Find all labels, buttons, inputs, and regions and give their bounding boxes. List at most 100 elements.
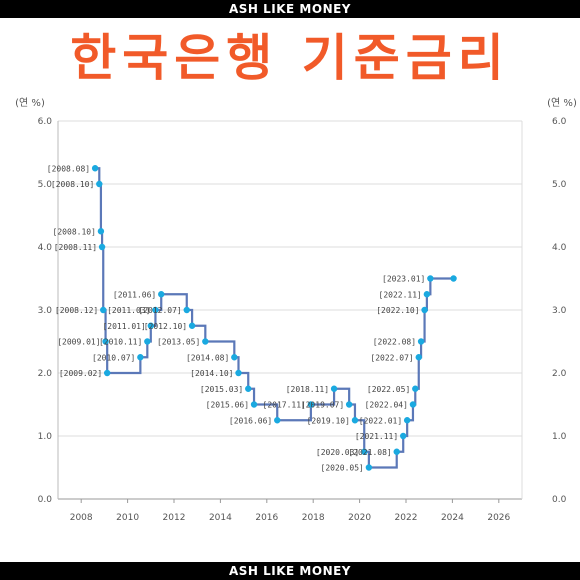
- point-label: [2020.05]: [321, 464, 364, 473]
- data-point: [345, 401, 353, 408]
- y-tick-label-left: 3.0: [38, 306, 53, 316]
- data-point: [103, 369, 111, 377]
- data-point: [400, 432, 407, 440]
- x-tick-label: 2008: [70, 513, 93, 523]
- data-point: [450, 275, 457, 282]
- y-tick-label-left: 2.0: [38, 369, 53, 379]
- point-label: [2009.02]: [59, 369, 102, 378]
- y-tick-label-right: 0.0: [552, 495, 567, 505]
- data-point: [231, 354, 238, 361]
- y-tick-label-right: 1.0: [552, 432, 567, 442]
- data-point: [91, 165, 99, 172]
- point-label: [2022.04]: [365, 401, 408, 410]
- data-point: [423, 291, 431, 298]
- y-tick-label-left: 5.0: [38, 180, 53, 190]
- data-point: [202, 338, 209, 345]
- data-point: [351, 417, 359, 424]
- data-point: [144, 338, 151, 345]
- point-label: [2009.01]: [57, 338, 100, 347]
- x-tick-label: 2022: [395, 513, 418, 523]
- data-point: [417, 338, 425, 345]
- point-label: [2008.11]: [54, 243, 97, 252]
- y-tick-label-right: 5.0: [552, 180, 567, 190]
- point-label: [2014.10]: [190, 369, 233, 378]
- data-point: [96, 180, 103, 188]
- chart-title: 한국은행 기준금리: [70, 29, 510, 87]
- x-tick-label: 2012: [163, 513, 186, 523]
- x-tick-label: 2020: [348, 513, 371, 523]
- point-label: [2016.06]: [229, 416, 272, 425]
- point-label: [2015.03]: [200, 385, 243, 394]
- y-tick-label-right: 4.0: [552, 243, 567, 253]
- point-label: [2021.08]: [348, 448, 391, 457]
- point-label: [2011.03]: [107, 306, 150, 315]
- y-tick-label-right: 3.0: [552, 306, 567, 316]
- data-point: [274, 417, 281, 424]
- point-label: [2008.10]: [51, 180, 94, 189]
- point-label: [2021.11]: [355, 432, 398, 441]
- point-label: [2022.01]: [359, 416, 402, 425]
- y-tick-label-left: 4.0: [38, 243, 53, 253]
- data-point: [393, 448, 400, 455]
- data-point: [98, 243, 106, 251]
- y-axis-unit-right: (연 %): [547, 97, 577, 109]
- point-label: [2010.07]: [92, 353, 135, 362]
- point-label: [2015.06]: [206, 401, 249, 410]
- point-label: [2022.07]: [370, 353, 413, 362]
- rate-step-line: [95, 167, 454, 469]
- data-point: [365, 464, 373, 471]
- bottom-brand-bar: ASH LIKE MONEY: [0, 562, 580, 580]
- x-tick-label: 2016: [255, 513, 278, 523]
- data-point: [403, 417, 411, 424]
- point-label: [2014.08]: [186, 353, 229, 362]
- y-tick-label-left: 0.0: [38, 495, 53, 505]
- data-point: [412, 385, 419, 392]
- y-tick-label-left: 6.0: [38, 117, 53, 127]
- data-point: [330, 385, 338, 392]
- top-brand-text: ASH LIKE MONEY: [228, 2, 351, 16]
- data-point: [188, 322, 196, 329]
- y-tick-label-right: 2.0: [552, 369, 567, 379]
- point-label: [2020.03]: [316, 448, 359, 457]
- data-point: [100, 306, 107, 314]
- data-point: [361, 448, 368, 455]
- bottom-brand-text: ASH LIKE MONEY: [228, 564, 351, 578]
- x-tick-label: 2018: [302, 513, 325, 523]
- point-label: [2012.10]: [144, 322, 187, 331]
- x-tick-label: 2010: [116, 513, 139, 523]
- data-point: [102, 338, 109, 345]
- axes: [57, 121, 523, 503]
- point-label: [2012.07]: [138, 306, 181, 315]
- point-label: [2019.10]: [307, 416, 350, 425]
- data-point: [245, 385, 252, 392]
- point-label: [2017.11]: [263, 401, 306, 410]
- point-label: [2022.08]: [373, 338, 416, 347]
- data-point: [158, 291, 165, 298]
- point-label: [2013.05]: [157, 338, 200, 347]
- data-points: [91, 165, 457, 471]
- data-point: [307, 401, 315, 408]
- point-label: [2018.11]: [286, 385, 329, 394]
- data-point: [147, 322, 154, 329]
- data-point: [409, 401, 417, 408]
- data-point: [152, 306, 159, 314]
- y-tick-label-right: 6.0: [552, 117, 567, 127]
- data-point: [250, 401, 258, 408]
- data-point: [415, 354, 422, 361]
- data-point: [421, 306, 428, 314]
- x-tick-label: 2014: [209, 513, 232, 523]
- y-axis-unit-left: (연 %): [15, 97, 45, 109]
- x-tick-label: 2026: [487, 513, 510, 523]
- data-point: [427, 275, 434, 282]
- point-label: [2023.01]: [382, 275, 425, 284]
- point-labels: [2008.08] [2008.10] [2008.10] [2008.11] [200…: [47, 164, 426, 472]
- data-point: [183, 306, 190, 314]
- point-label: [2022.10]: [376, 306, 419, 315]
- data-point: [137, 354, 144, 361]
- data-point: [97, 228, 105, 235]
- top-brand-bar: ASH LIKE MONEY: [0, 0, 580, 18]
- point-label: [2022.11]: [379, 290, 422, 299]
- x-tick-label: 2024: [441, 513, 464, 523]
- point-label: [2008.10]: [53, 227, 96, 236]
